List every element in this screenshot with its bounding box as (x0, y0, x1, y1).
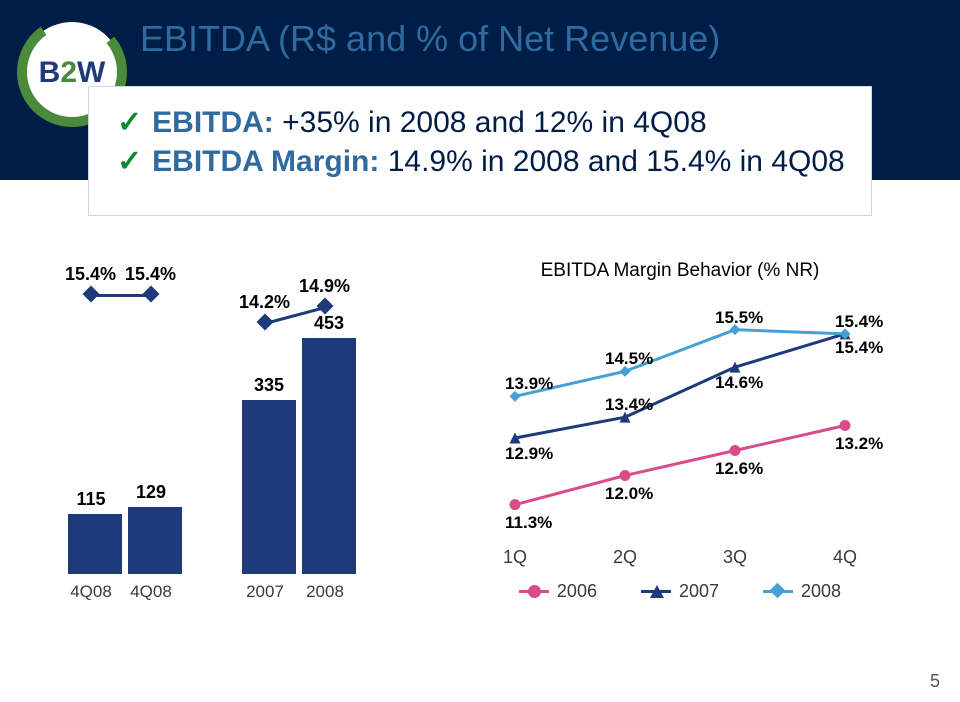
point-label: 12.0% (605, 484, 653, 504)
point-label: 15.4% (835, 338, 883, 358)
bar (68, 514, 122, 574)
bar: 335 (242, 400, 296, 574)
check-icon: ✓ (117, 106, 142, 139)
bar-value-label: 115 (64, 489, 118, 510)
bar-category-label: 2007 (235, 582, 295, 602)
legend-label: 2007 (679, 581, 719, 602)
bar (128, 507, 182, 574)
series-marker-2006 (510, 499, 521, 510)
legend-item-2006: 2006 (519, 581, 597, 602)
series-marker-2006 (620, 470, 631, 481)
legend-label: 2008 (801, 581, 841, 602)
marker-line (91, 294, 151, 297)
bullet-2-text: 14.9% in 2008 and 15.4% in 4Q08 (379, 145, 844, 178)
series-marker-2006 (730, 445, 741, 456)
left-bar-chart: 15.4%15.4%4Q084Q0833545314.2%14.9%200720… (60, 260, 420, 620)
legend-item-2008: 2008 (763, 581, 841, 602)
bar-top-percent: 15.4% (65, 264, 116, 285)
check-icon: ✓ (117, 145, 142, 178)
x-axis-label: 2Q (613, 547, 637, 568)
legend-marker (770, 583, 786, 599)
bullet-box: ✓ EBITDA: +35% in 2008 and 12% in 4Q08 ✓ E… (88, 86, 872, 216)
right-chart-title: EBITDA Margin Behavior (% NR) (460, 260, 900, 282)
point-label: 13.9% (505, 374, 553, 394)
bar-top-percent: 14.9% (299, 276, 350, 297)
x-axis-label: 1Q (503, 547, 527, 568)
series-marker-2006 (840, 420, 851, 431)
bar-value: 453 (302, 313, 356, 334)
bullet-1-text: +35% in 2008 and 12% in 4Q08 (274, 106, 707, 139)
point-label: 13.2% (835, 434, 883, 454)
bar: 453 (302, 338, 356, 574)
diamond-marker (317, 298, 334, 315)
bar-category-label: 4Q08 (121, 582, 181, 602)
bullet-1: ✓ EBITDA: +35% in 2008 and 12% in 4Q08 (117, 105, 847, 140)
legend-line (641, 590, 671, 593)
bullet-2: ✓ EBITDA Margin: 14.9% in 2008 and 15.4% … (117, 144, 847, 179)
svg-text:B2W: B2W (39, 56, 106, 89)
bar-value-label: 129 (124, 482, 178, 503)
charts-row: 15.4%15.4%4Q084Q0833545314.2%14.9%200720… (60, 260, 900, 630)
bullet-2-strong: EBITDA Margin: (152, 145, 379, 178)
right-chart-plot: 15.5% 15.4% 13.9% 14.5% 15.4% 14.6% 12.9% 13.4%… (460, 288, 900, 538)
bar-category-label: 4Q08 (61, 582, 121, 602)
legend-line (763, 590, 793, 593)
legend-line (519, 590, 549, 593)
right-chart-x-axis: 1Q 2Q 3Q 4Q (460, 547, 900, 568)
point-label: 15.5% (715, 308, 763, 328)
bar-top-percent: 14.2% (239, 292, 290, 313)
point-label: 15.4% (835, 312, 883, 332)
point-label: 12.6% (715, 459, 763, 479)
point-label: 14.5% (605, 349, 653, 369)
bullet-1-strong: EBITDA: (152, 106, 274, 139)
bar-top-percent: 15.4% (125, 264, 176, 285)
legend-label: 2006 (557, 581, 597, 602)
page-title: EBITDA (R$ and % of Net Revenue) (140, 18, 720, 60)
x-axis-label: 4Q (833, 547, 857, 568)
page-number: 5 (930, 671, 940, 692)
bar-category-label: 2008 (295, 582, 355, 602)
legend-marker (528, 585, 541, 598)
point-label: 14.6% (715, 373, 763, 393)
point-label: 13.4% (605, 395, 653, 415)
point-label: 12.9% (505, 444, 553, 464)
point-label: 11.3% (505, 513, 552, 533)
series-line-2006 (515, 426, 845, 505)
series-line-2008 (515, 330, 845, 397)
right-line-chart: EBITDA Margin Behavior (% NR) 15.5% 15.4%… (460, 260, 900, 620)
legend-marker (650, 585, 664, 598)
right-chart-legend: 2006 2007 2008 (460, 581, 900, 602)
legend-item-2007: 2007 (641, 581, 719, 602)
bar-value: 335 (242, 375, 296, 396)
slide: B2W Inc EBITDA (R$ and % of Net Revenue)… (0, 0, 960, 702)
line-chart-svg (460, 288, 900, 538)
x-axis-label: 3Q (723, 547, 747, 568)
